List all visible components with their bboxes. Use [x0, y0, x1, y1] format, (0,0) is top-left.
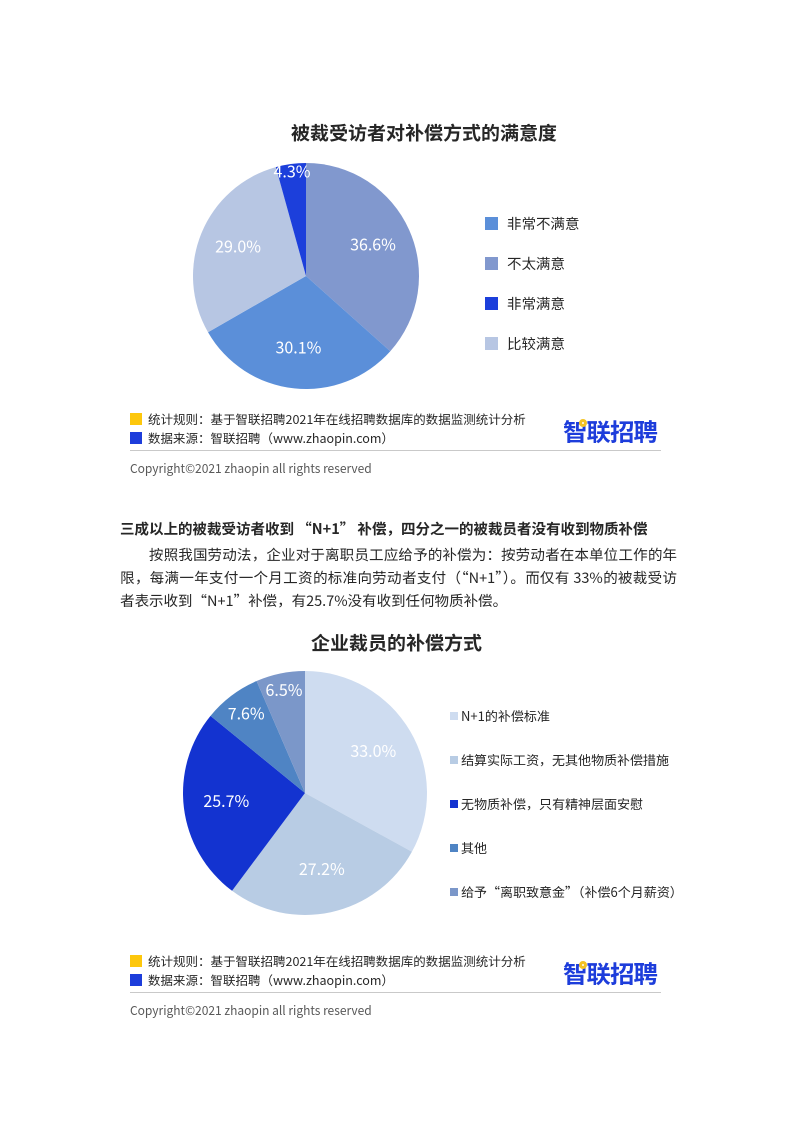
svg-text:25.7%: 25.7%	[203, 788, 249, 812]
svg-text:36.6%: 36.6%	[350, 231, 396, 255]
svg-text:33.0%: 33.0%	[350, 738, 396, 762]
svg-text:27.2%: 27.2%	[299, 856, 345, 880]
svg-text:4.3%: 4.3%	[274, 158, 311, 182]
svg-text:7.6%: 7.6%	[228, 700, 265, 724]
svg-text:6.5%: 6.5%	[266, 677, 303, 701]
svg-text:30.1%: 30.1%	[275, 334, 321, 358]
svg-text:29.0%: 29.0%	[215, 233, 261, 257]
